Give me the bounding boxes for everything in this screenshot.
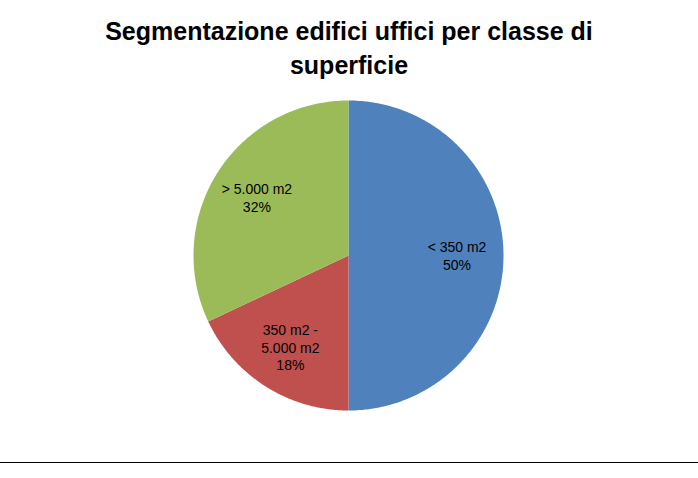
svg-text:350 m2 -5.000 m218%: 350 m2 -5.000 m218% (261, 322, 320, 373)
svg-text:< 350 m250%: < 350 m250% (428, 239, 487, 273)
svg-text:> 5.000 m232%: > 5.000 m232% (222, 181, 293, 215)
html-text:Segmentazione edifici uffici p: Segmentazione edifici uffici per classe … (105, 17, 593, 79)
